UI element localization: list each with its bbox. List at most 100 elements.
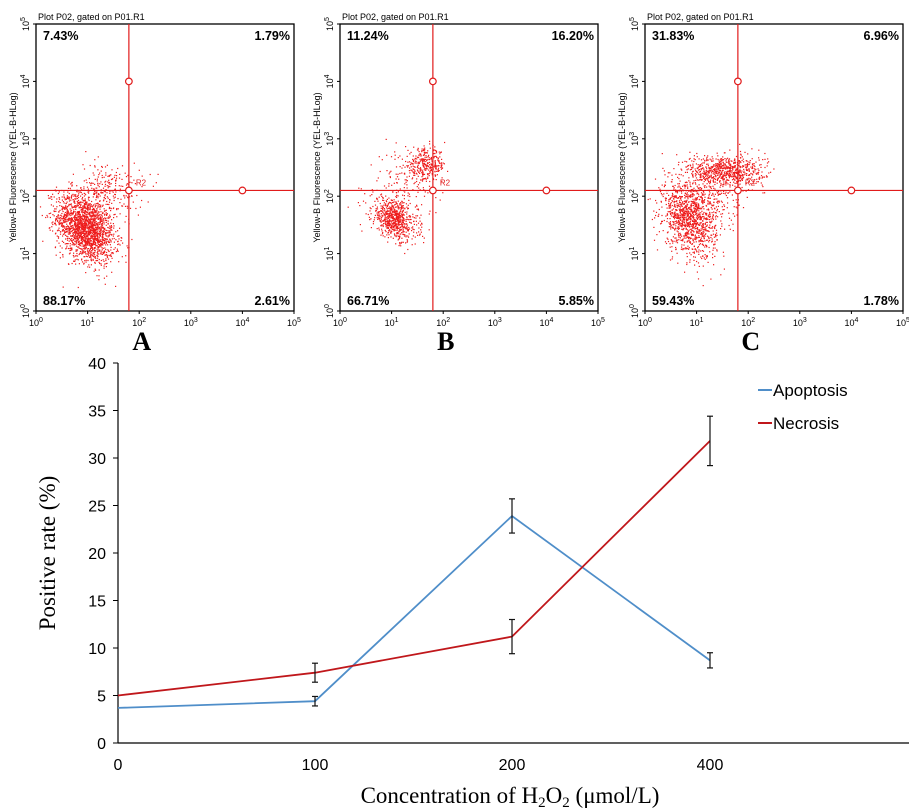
scatter-point	[423, 178, 425, 180]
scatter-point	[712, 257, 714, 259]
scatter-point	[443, 163, 445, 165]
scatter-point	[712, 178, 715, 180]
scatter-point	[99, 220, 101, 222]
scatter-point	[387, 204, 389, 206]
scatter-point	[95, 192, 97, 194]
scatter-point	[681, 169, 683, 171]
scatter-point	[409, 195, 411, 198]
scatter-point	[758, 149, 760, 151]
scatter-point	[428, 154, 430, 156]
scatter-point	[105, 259, 107, 262]
scatter-point	[695, 222, 697, 224]
scatter-point	[370, 164, 372, 166]
scatter-point	[744, 174, 746, 176]
scatter-point	[110, 227, 112, 229]
scatter-point	[689, 252, 691, 254]
scatter-point	[388, 197, 390, 199]
scatter-point	[394, 218, 396, 220]
scatter-point	[383, 185, 386, 187]
scatter-point	[64, 211, 66, 214]
scatter-point	[78, 213, 80, 216]
scatter-point	[731, 179, 734, 181]
scatter-point	[725, 174, 727, 176]
scatter-point	[695, 179, 697, 181]
scatter-point	[693, 241, 695, 243]
scatter-point	[67, 226, 70, 228]
scatter-point	[382, 235, 384, 237]
scatter-point	[384, 222, 386, 224]
scatter-point	[695, 170, 697, 172]
scatter-point	[421, 158, 423, 160]
scatter-point	[422, 159, 424, 161]
x-tick-label: 104	[539, 317, 553, 328]
scatter-point	[90, 244, 92, 246]
scatter-point	[113, 217, 115, 219]
scatter-point	[79, 225, 81, 227]
scatter-point	[105, 235, 107, 237]
scatter-point	[371, 194, 373, 196]
scatter-point	[727, 165, 729, 168]
scatter-point	[382, 206, 384, 209]
scatter-point	[399, 166, 401, 168]
scatter-point	[92, 208, 94, 210]
scatter-point	[418, 187, 420, 189]
scatter-point	[687, 225, 689, 227]
scatter-point	[383, 220, 385, 222]
scatter-point	[105, 172, 107, 174]
scatter-point	[392, 237, 394, 239]
scatter-point	[412, 163, 414, 165]
scatter-point	[677, 183, 679, 185]
scatter-point	[74, 198, 76, 200]
scatter-point	[750, 178, 752, 180]
scatter-point	[412, 189, 414, 191]
scatter-point	[80, 201, 82, 203]
scatter-point	[416, 173, 418, 175]
scatter-point	[86, 250, 89, 252]
scatter-point	[85, 231, 87, 233]
scatter-point	[385, 200, 387, 202]
scatter-point	[707, 163, 709, 165]
scatter-point	[85, 272, 87, 274]
scatter-point	[57, 215, 59, 217]
scatter-point	[376, 217, 378, 219]
scatter-point	[702, 176, 704, 178]
scatter-point	[679, 198, 681, 200]
scatter-point	[696, 191, 698, 193]
scatter-point	[99, 223, 101, 226]
scatter-point	[691, 209, 693, 211]
scatter-point	[738, 161, 740, 163]
scatter-point	[77, 237, 79, 240]
scatter-point	[76, 191, 78, 193]
scatter-point	[713, 236, 715, 238]
scatter-point	[82, 232, 84, 234]
scatter-point	[403, 202, 405, 204]
scatter-point	[727, 167, 730, 169]
scatter-point	[696, 227, 698, 230]
scatter-point	[85, 202, 87, 204]
scatter-point	[699, 240, 701, 242]
scatter-point	[385, 187, 387, 189]
scatter-point	[73, 220, 75, 222]
scatter-point	[45, 216, 47, 219]
scatter-point	[84, 251, 87, 253]
scatter-point	[385, 223, 387, 225]
scatter-point	[76, 211, 78, 213]
scatter-point	[96, 208, 98, 210]
scatter-point	[421, 151, 423, 153]
scatter-point	[695, 211, 697, 213]
scatter-point	[75, 241, 77, 243]
scatter-point	[704, 175, 707, 177]
scatter-point	[701, 187, 703, 189]
scatter-point	[673, 240, 675, 242]
scatter-point	[401, 223, 403, 225]
scatter-point	[381, 216, 383, 218]
scatter-point	[377, 211, 379, 213]
scatter-point	[85, 226, 87, 228]
scatter-point	[693, 259, 695, 261]
scatter-point	[677, 186, 679, 188]
scatter-point	[730, 174, 732, 176]
scatter-point	[738, 170, 740, 172]
scatter-point	[411, 244, 413, 246]
scatter-point	[94, 268, 96, 270]
scatter-point	[87, 207, 89, 209]
